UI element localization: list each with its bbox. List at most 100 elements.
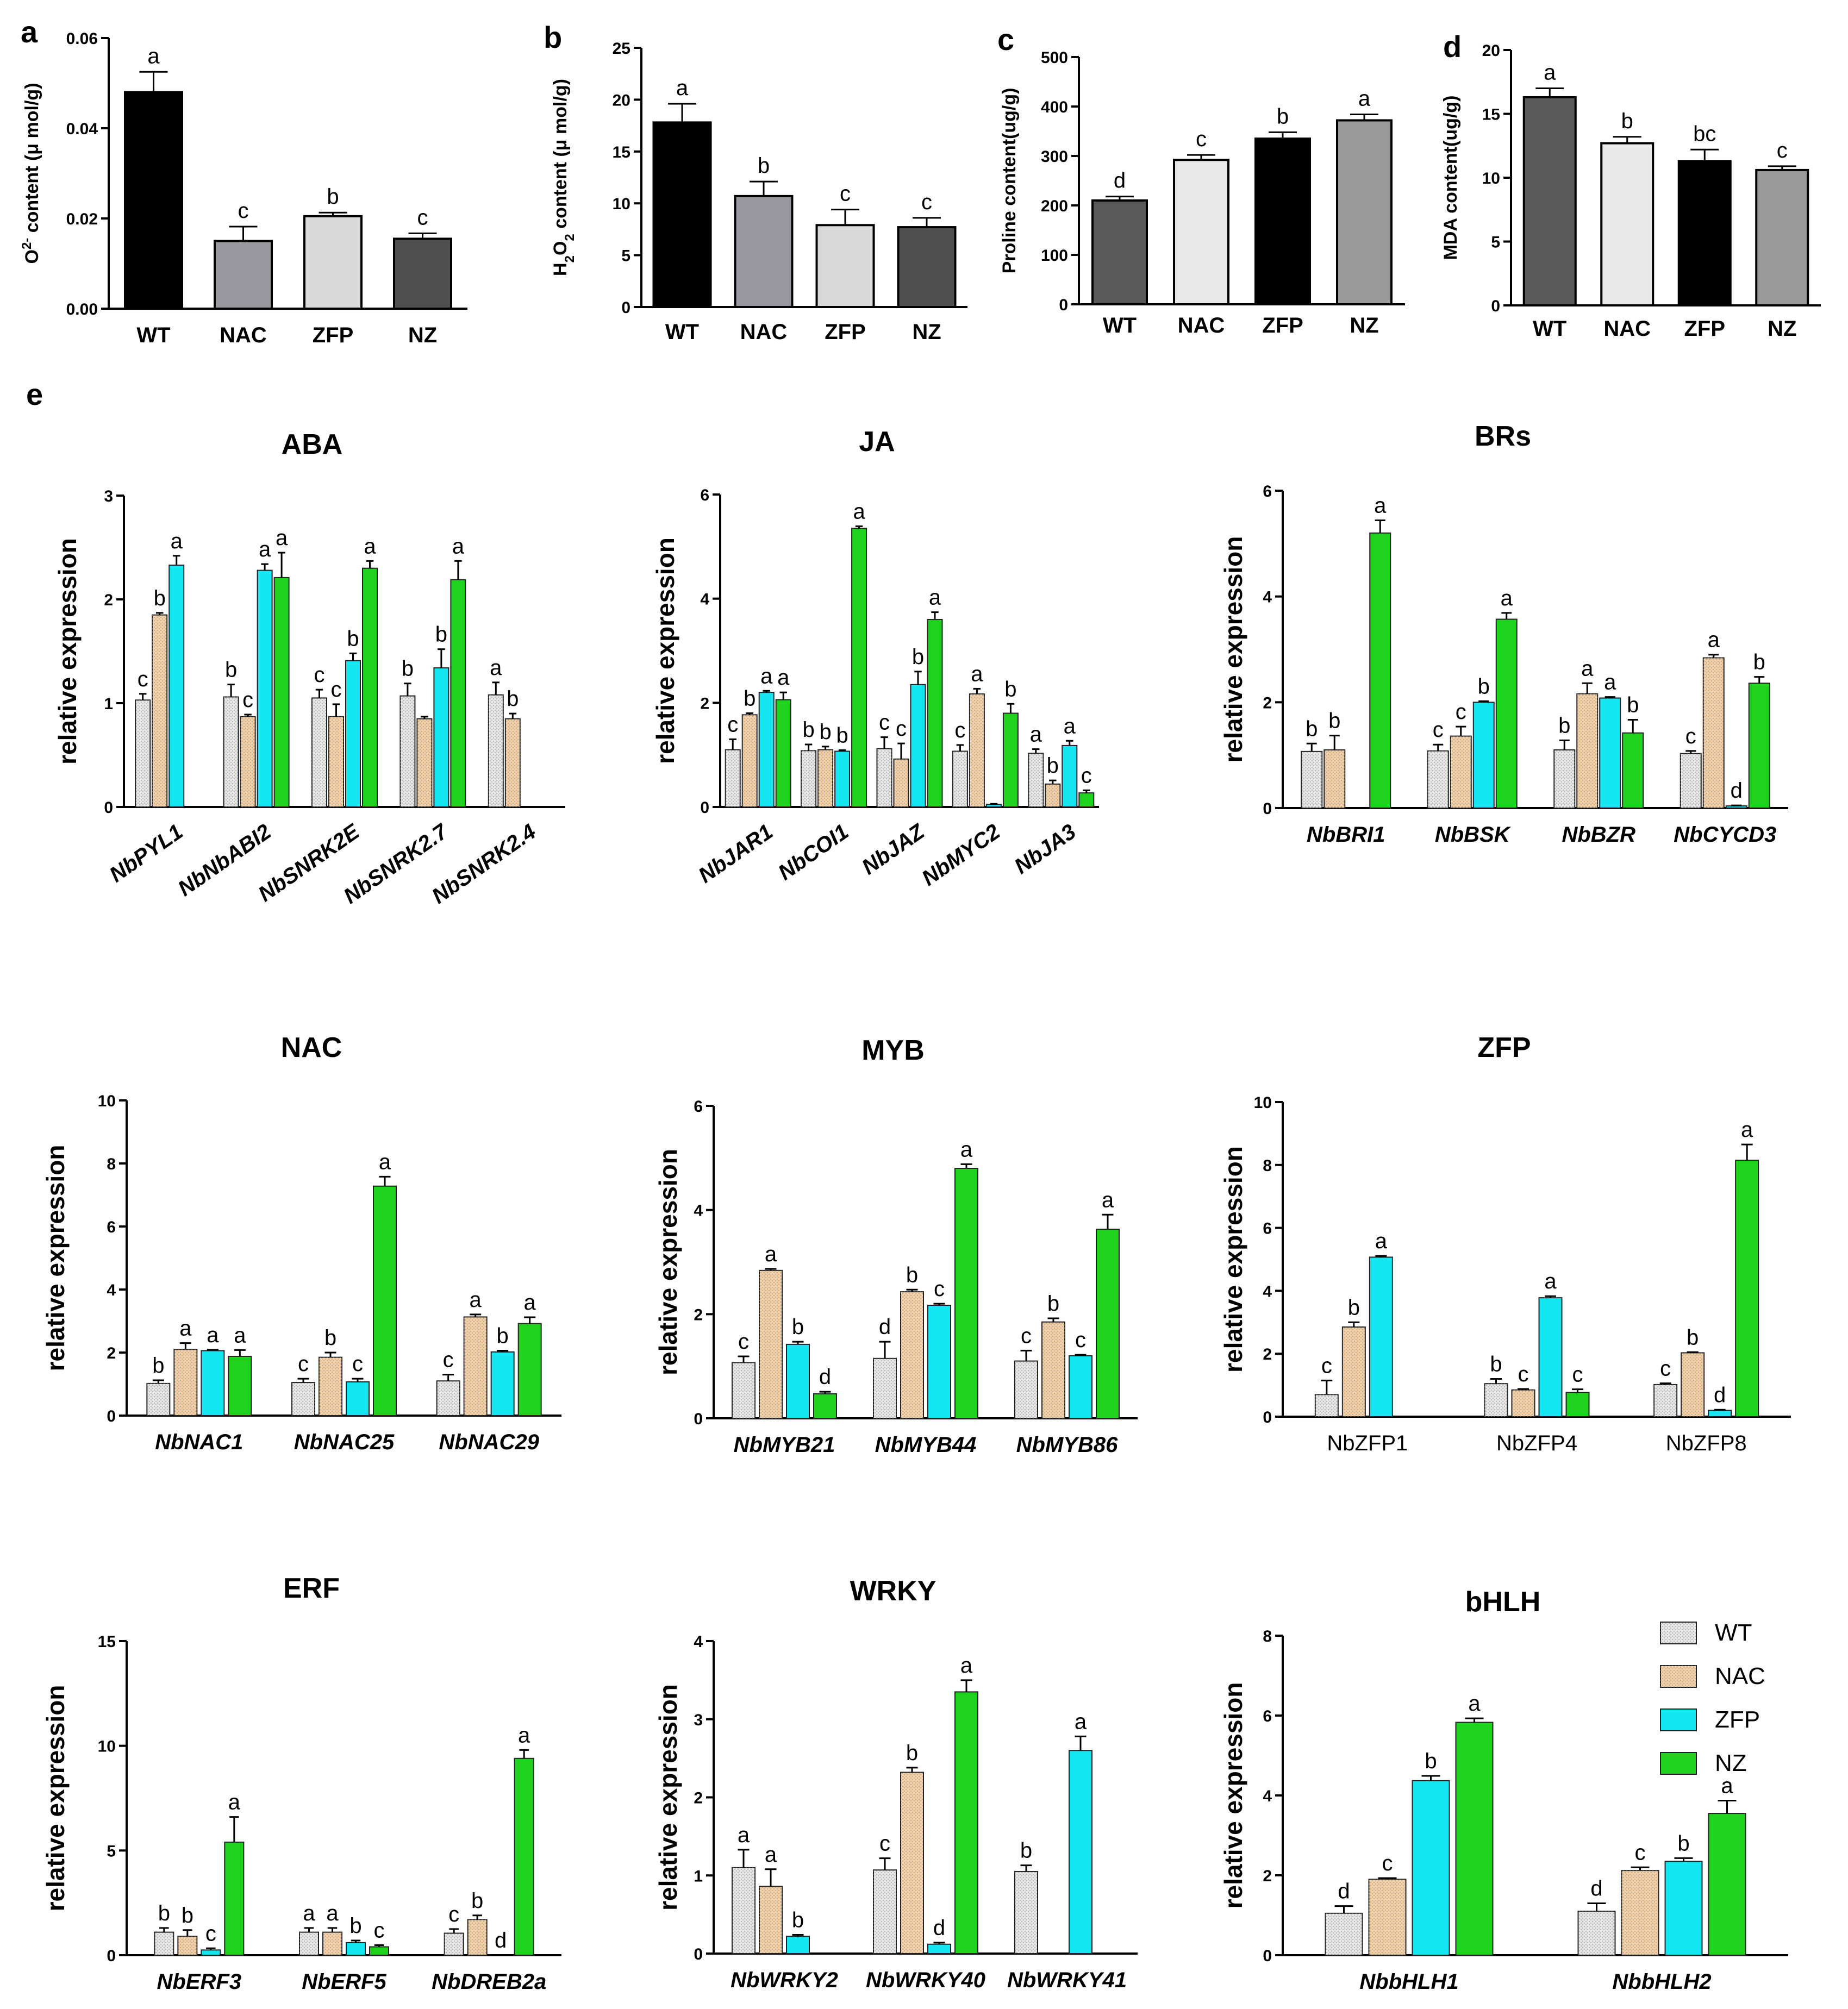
error-bar: [668, 103, 696, 123]
error-bar: [1007, 703, 1015, 714]
bar-texture: [969, 694, 984, 807]
significance-letter: a: [524, 1291, 536, 1315]
bar-wt: [1522, 96, 1577, 306]
bar-texture: [1681, 1353, 1705, 1417]
bar-nz: [927, 619, 943, 808]
error-bar: [183, 1929, 192, 1937]
error-bar: [327, 1927, 338, 1932]
bar-texture: [299, 1932, 319, 1955]
error-bar: [914, 671, 922, 685]
error-bar: [159, 1927, 169, 1932]
error-bar: [897, 742, 905, 759]
category-label: NZ: [1350, 314, 1378, 337]
y-tick-label: 6: [107, 1218, 116, 1236]
significance-letter: d: [819, 1365, 831, 1389]
error-bar: [973, 687, 981, 694]
bar-zfp: [927, 1305, 951, 1419]
error-bar: [1433, 743, 1444, 751]
y-tick-label: 0: [1263, 1409, 1272, 1426]
y-tick-label: 1: [104, 695, 113, 713]
bar-texture: [801, 750, 816, 807]
bar-zfp: [346, 1381, 370, 1416]
significance-letter: b: [1047, 1292, 1059, 1316]
significance-letter: b: [1348, 1295, 1360, 1319]
error-bar: [960, 1163, 972, 1168]
error-bar: [1718, 1800, 1737, 1814]
category-label: NbERF5: [302, 1970, 386, 1994]
significance-letter: a: [228, 1791, 241, 1814]
bar-zfp: [1599, 697, 1621, 809]
bar-texture: [1369, 1879, 1406, 1955]
significance-letter: b: [471, 1889, 483, 1913]
error-bar: [1020, 1864, 1032, 1872]
error-bar: [404, 683, 411, 696]
significance-letter: a: [470, 1288, 482, 1312]
bar-texture: [1512, 1390, 1535, 1417]
category-label: WT: [1103, 314, 1137, 337]
error-bar: [1306, 742, 1317, 752]
bar-wt: [1091, 199, 1148, 305]
category-label: NbBSK: [1435, 823, 1512, 847]
y-axis-label: relative expression: [1219, 1146, 1247, 1373]
error-bar: [792, 1341, 804, 1344]
category-label: WT: [136, 323, 170, 347]
significance-letter: a: [379, 1150, 391, 1174]
category-label: NbMYB86: [1016, 1433, 1118, 1457]
y-tick-label: 0: [1491, 297, 1500, 315]
significance-letter: a: [1544, 1269, 1557, 1293]
bar-texture: [312, 698, 327, 807]
significance-letter: c: [1081, 763, 1092, 787]
error-bar: [454, 560, 462, 580]
error-bar: [1032, 748, 1040, 754]
y-tick-label: 0: [694, 1945, 703, 1963]
bar-nz: [362, 567, 378, 808]
significance-letter: c: [1660, 1357, 1671, 1381]
significance-letter: a: [765, 1242, 777, 1266]
bar-nz: [813, 1393, 837, 1419]
error-bar: [227, 684, 235, 697]
bar-nz: [1708, 1813, 1746, 1956]
significance-letter: d: [933, 1916, 945, 1940]
error-bar: [492, 681, 500, 695]
panel-e-label: e: [26, 377, 43, 411]
y-axis-label: relative expression: [654, 1684, 682, 1911]
y-axis-label: MDA content(ug/g): [1440, 96, 1461, 260]
error-bar: [152, 1379, 164, 1384]
error-bar: [750, 180, 778, 196]
error-bar: [831, 209, 859, 226]
significance-letter: b: [906, 1263, 918, 1287]
significance-letter: b: [1677, 1831, 1689, 1855]
category-label: NbWRKY41: [1007, 1968, 1127, 1992]
significance-letter: c: [1075, 1328, 1086, 1352]
y-tick-label: 0.06: [66, 30, 98, 48]
error-bar: [1741, 1143, 1753, 1161]
error-bar: [1075, 1354, 1087, 1356]
category-label: NbERF3: [157, 1970, 242, 1994]
y-tick-label: 500: [1041, 49, 1068, 67]
error-bar: [1501, 612, 1512, 619]
y-tick-label: 10: [98, 1092, 116, 1110]
bar-texture: [873, 1358, 896, 1418]
y-tick-label: 4: [694, 1633, 703, 1651]
legend-item-zfp: ZFP: [1660, 1706, 1760, 1733]
y-tick-label: 10: [98, 1738, 116, 1756]
y-tick-label: 4: [107, 1281, 116, 1299]
bar-zfp: [786, 1343, 810, 1419]
error-bar: [497, 1350, 509, 1352]
y-tick-label: 15: [613, 143, 630, 161]
error-bar: [1334, 1905, 1353, 1913]
y-tick-label: 0: [107, 1407, 116, 1425]
chart-title: BRs: [1475, 421, 1531, 452]
error-bar: [1075, 1735, 1087, 1751]
y-axis-label: relative expression: [53, 538, 82, 765]
significance-letter: a: [1741, 1118, 1753, 1142]
bar-texture: [952, 751, 967, 807]
bar-texture: [154, 1932, 174, 1955]
bar-texture: [1324, 749, 1345, 808]
bar-texture: [467, 1919, 487, 1955]
